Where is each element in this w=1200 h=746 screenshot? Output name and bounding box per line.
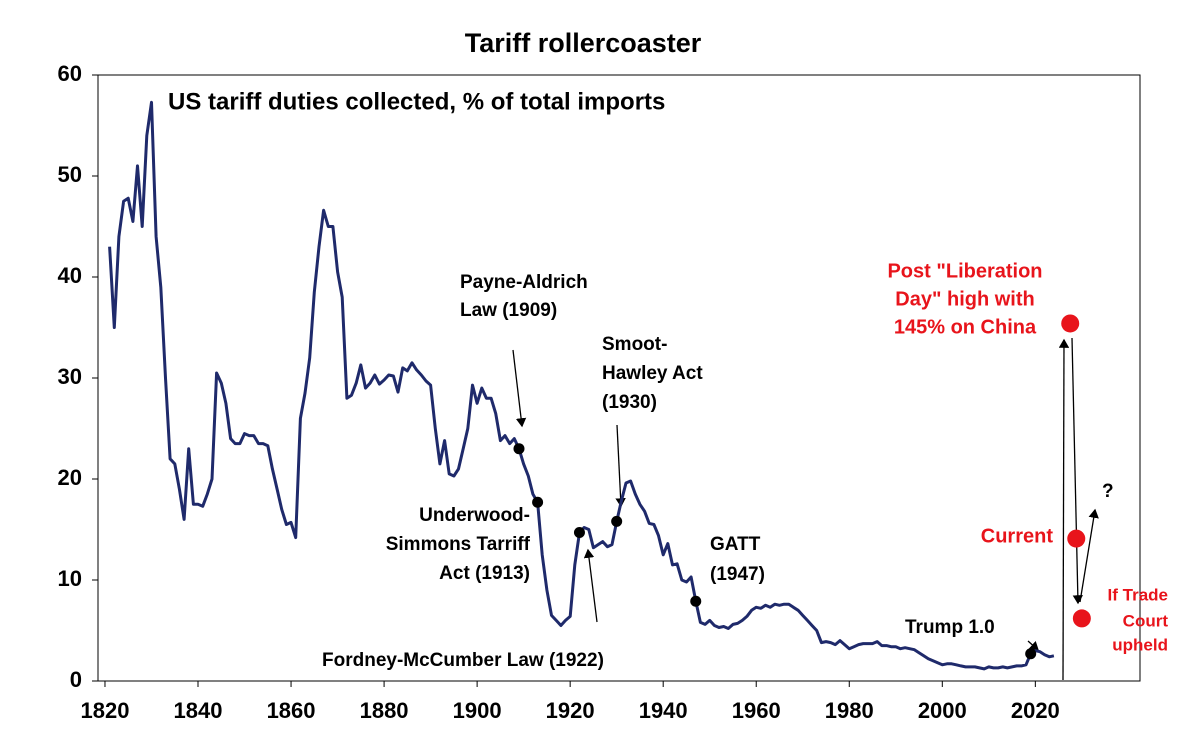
x-tick-label: 1980	[825, 698, 874, 723]
annotation-label: Act (1913)	[439, 563, 530, 584]
event-marker	[532, 496, 544, 508]
x-tick-label: 1900	[453, 698, 502, 723]
annotation-label: GATT	[710, 534, 761, 555]
x-tick-label: 1940	[639, 698, 688, 723]
annotation-label: 145% on China	[894, 316, 1037, 338]
event-marker	[611, 515, 623, 527]
arrow	[615, 424, 626, 508]
y-tick-label: 30	[58, 364, 82, 389]
annotation-label: Trump 1.0	[905, 617, 995, 638]
y-tick-label: 50	[58, 162, 82, 187]
annotation-label: If Trade	[1108, 585, 1168, 604]
arrows	[512, 337, 1099, 681]
arrow	[1079, 508, 1099, 603]
y-tick-label: 60	[58, 61, 82, 86]
annotation-label: Simmons Tarriff	[386, 534, 531, 555]
chart-title: Tariff rollercoaster	[465, 28, 702, 58]
arrow	[583, 548, 598, 623]
y-tick-label: 20	[58, 465, 82, 490]
x-tick-label: 1860	[267, 698, 316, 723]
arrow	[1071, 337, 1084, 605]
arrow	[512, 349, 527, 428]
annotation-label: Post "Liberation	[887, 260, 1042, 282]
annotation-label: upheld	[1112, 635, 1168, 654]
y-tick-label: 10	[58, 566, 82, 591]
annotation-label: Smoot-	[602, 334, 667, 355]
series-line	[108, 100, 1055, 671]
annotation-label: (1947)	[710, 564, 765, 585]
x-tick-label: 2000	[918, 698, 967, 723]
annotation-label: Underwood-	[419, 505, 530, 526]
event-marker	[513, 443, 525, 455]
y-tick-label: 40	[58, 263, 82, 288]
event-marker	[573, 527, 585, 539]
x-tick-label: 1840	[174, 698, 223, 723]
red-marker	[1072, 609, 1091, 628]
annotation-label: Fordney-McCumber Law (1922)	[322, 650, 604, 671]
annotation-label: Day" high with	[895, 288, 1034, 310]
x-tick-label: 1920	[546, 698, 595, 723]
x-tick-label: 1880	[360, 698, 409, 723]
red-marker	[1067, 529, 1086, 548]
x-tick-label: 2020	[1011, 698, 1060, 723]
x-tick-label: 1960	[732, 698, 781, 723]
red-marker	[1061, 314, 1080, 333]
annotation-label: Payne-Aldrich	[460, 272, 588, 293]
annotation-label: Current	[981, 525, 1054, 547]
annotation-labels: Payne-Aldrich Law (1909) Underwood- Simm…	[322, 260, 1168, 671]
annotation-label: (1930)	[602, 392, 657, 413]
annotation-label: ?	[1102, 481, 1114, 502]
x-tick-label: 1820	[81, 698, 130, 723]
arrow	[1027, 640, 1039, 651]
annotation-label: Hawley Act	[602, 363, 703, 384]
y-tick-label: 0	[70, 667, 82, 692]
arrow	[1058, 338, 1070, 681]
event-marker	[1025, 648, 1037, 660]
annotation-label: Law (1909)	[460, 300, 557, 321]
subtitle: US tariff duties collected, % of total i…	[168, 88, 665, 115]
event-marker	[690, 595, 702, 607]
annotation-label: Court	[1123, 611, 1169, 630]
